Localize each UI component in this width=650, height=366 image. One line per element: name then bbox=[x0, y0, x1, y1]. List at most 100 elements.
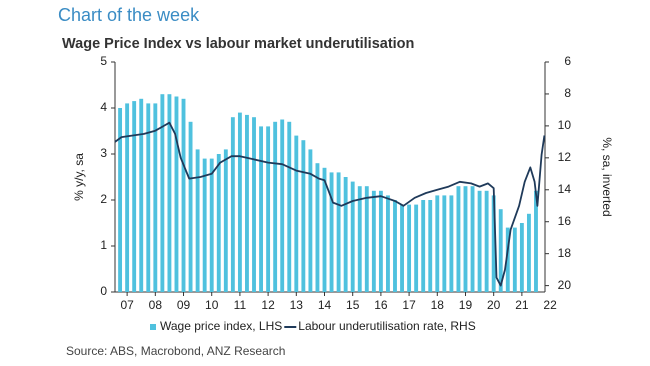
y-tick-label: 3 bbox=[100, 146, 107, 160]
bar bbox=[266, 126, 271, 293]
bar bbox=[357, 186, 362, 292]
bar bbox=[294, 135, 299, 292]
bar bbox=[393, 200, 397, 292]
x-tick-label: 15 bbox=[346, 298, 360, 312]
y2-tick-label: 14 bbox=[558, 182, 572, 196]
bar bbox=[287, 121, 292, 292]
bar bbox=[343, 177, 348, 292]
bar bbox=[216, 154, 221, 292]
bar bbox=[526, 213, 531, 292]
x-tick-label: 21 bbox=[515, 298, 529, 312]
bar bbox=[280, 119, 285, 292]
bar bbox=[259, 126, 263, 293]
legend-label: Wage price index, LHS bbox=[160, 319, 282, 333]
y-axis-label: % y/y, sa bbox=[72, 153, 86, 201]
bar bbox=[160, 94, 165, 292]
bar bbox=[449, 195, 454, 292]
bar bbox=[378, 190, 383, 292]
x-tick-label: 12 bbox=[261, 298, 275, 312]
chart-title: Wage Price Index vs labour market underu… bbox=[62, 36, 414, 52]
bar bbox=[498, 209, 503, 292]
bar bbox=[322, 167, 327, 292]
y-tick-label: 2 bbox=[100, 192, 107, 206]
x-tick-label: 10 bbox=[205, 298, 219, 312]
x-tick-label: 14 bbox=[318, 298, 332, 312]
x-tick-label: 18 bbox=[431, 298, 445, 312]
bar bbox=[512, 227, 517, 292]
y2-tick-label: 18 bbox=[558, 246, 572, 260]
bar bbox=[139, 98, 144, 292]
x-tick-label: 22 bbox=[543, 298, 557, 312]
bar bbox=[534, 190, 538, 292]
bar bbox=[386, 195, 390, 292]
bar bbox=[371, 190, 376, 292]
bar bbox=[456, 186, 461, 292]
bar bbox=[484, 190, 489, 292]
bar bbox=[329, 172, 334, 292]
bar bbox=[364, 186, 369, 292]
bar bbox=[153, 103, 158, 293]
bar bbox=[237, 112, 242, 292]
x-tick-label: 07 bbox=[120, 298, 134, 312]
x-tick-label: 11 bbox=[234, 298, 247, 312]
bar bbox=[428, 200, 433, 292]
bar bbox=[167, 94, 172, 292]
bar bbox=[308, 149, 313, 292]
bar bbox=[195, 149, 200, 292]
x-tick-label: 20 bbox=[487, 298, 501, 312]
bar bbox=[463, 186, 468, 292]
bar bbox=[505, 227, 510, 292]
legend-swatch bbox=[150, 324, 156, 330]
x-tick-label: 16 bbox=[374, 298, 388, 312]
y2-tick-label: 12 bbox=[558, 150, 572, 164]
bar bbox=[273, 121, 278, 292]
bar bbox=[519, 223, 524, 292]
y2-tick-label: 8 bbox=[564, 86, 571, 100]
bar bbox=[118, 108, 123, 292]
x-tick-label: 19 bbox=[459, 298, 473, 312]
line bbox=[114, 121, 546, 287]
y2-tick-label: 10 bbox=[558, 118, 572, 132]
y2-tick-label: 6 bbox=[564, 54, 571, 68]
bar bbox=[223, 149, 228, 292]
bar bbox=[414, 204, 419, 292]
x-tick-label: 13 bbox=[290, 298, 304, 312]
bar bbox=[407, 204, 412, 292]
bar bbox=[174, 96, 179, 292]
x-tick-label: 08 bbox=[149, 298, 163, 312]
y-tick-label: 4 bbox=[100, 100, 107, 114]
bar bbox=[188, 121, 193, 292]
bar bbox=[245, 114, 249, 293]
bar bbox=[301, 140, 306, 292]
legend-label: Labour underutilisation rate, RHS bbox=[298, 319, 475, 333]
bar bbox=[435, 195, 440, 292]
y-tick-label: 5 bbox=[100, 54, 107, 68]
bar bbox=[202, 158, 207, 292]
bar bbox=[442, 195, 447, 292]
bar bbox=[209, 158, 214, 292]
x-tick-label: 09 bbox=[177, 298, 191, 312]
page-header: Chart of the week bbox=[58, 5, 200, 25]
bar bbox=[181, 98, 186, 292]
bar bbox=[252, 117, 256, 292]
source-note: Source: ABS, Macrobond, ANZ Research bbox=[66, 344, 285, 358]
bar bbox=[470, 186, 475, 292]
y-tick-label: 1 bbox=[100, 238, 107, 252]
y2-axis-label: %, sa, inverted bbox=[600, 137, 614, 216]
y-tick-label: 0 bbox=[100, 284, 107, 298]
x-tick-label: 17 bbox=[402, 298, 416, 312]
bar bbox=[125, 103, 130, 293]
y2-tick-label: 16 bbox=[558, 214, 572, 228]
bar bbox=[230, 117, 235, 292]
y2-tick-label: 20 bbox=[558, 278, 572, 292]
bar bbox=[315, 163, 320, 292]
bar bbox=[491, 195, 496, 292]
bar bbox=[421, 200, 426, 292]
bar bbox=[336, 172, 341, 292]
bar bbox=[350, 181, 355, 292]
bar bbox=[132, 101, 137, 292]
bar bbox=[146, 103, 151, 293]
bar bbox=[400, 204, 404, 292]
bar bbox=[477, 190, 482, 292]
